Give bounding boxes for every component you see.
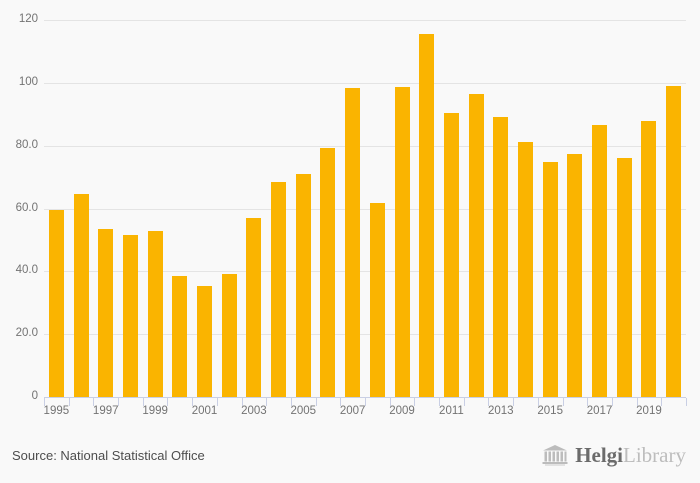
x-axis-tick xyxy=(242,398,243,406)
x-axis-tick xyxy=(513,398,514,406)
x-axis-ticks xyxy=(44,398,687,406)
x-axis-tick xyxy=(69,398,70,406)
x-axis-tick xyxy=(464,398,465,406)
bar-2016[interactable] xyxy=(567,153,582,397)
bar-2012[interactable] xyxy=(469,93,484,397)
x-axis-tick xyxy=(637,398,638,406)
source-note: Source: National Statistical Office xyxy=(12,448,205,463)
bar-1996[interactable] xyxy=(74,194,89,397)
bar-2020[interactable] xyxy=(666,85,681,397)
library-building-icon xyxy=(542,445,568,466)
x-axis-tick-label: 1997 xyxy=(92,405,119,417)
gridline xyxy=(44,334,686,336)
bar-2010[interactable] xyxy=(419,33,434,397)
bar-2011[interactable] xyxy=(444,113,459,397)
y-axis-tick-label: 0 xyxy=(31,390,38,402)
x-axis-tick xyxy=(118,398,119,406)
x-axis-tick xyxy=(414,398,415,406)
y-axis-tick-label: 60.0 xyxy=(15,201,38,214)
bar-2019[interactable] xyxy=(641,120,656,397)
x-axis-tick xyxy=(340,398,341,406)
y-axis-tick-label: 80.0 xyxy=(15,138,38,151)
x-axis-tick xyxy=(143,398,144,406)
bar-2006[interactable] xyxy=(320,148,335,397)
x-axis-tick-label: 2011 xyxy=(439,405,464,417)
bar-2002[interactable] xyxy=(222,273,237,397)
x-axis-tick xyxy=(93,398,94,406)
x-axis-tick-label: 2003 xyxy=(241,405,267,417)
bar-2000[interactable] xyxy=(172,276,187,397)
x-axis-tick-label: 2005 xyxy=(290,405,317,417)
x-axis-tick xyxy=(439,398,440,406)
gridline xyxy=(44,208,686,210)
bar-2009[interactable] xyxy=(395,86,410,397)
x-axis-tick xyxy=(217,398,218,406)
x-axis-tick xyxy=(587,398,588,406)
bar-1995[interactable] xyxy=(49,209,64,397)
bar-2003[interactable] xyxy=(246,217,261,397)
y-axis: 0 20.0 40.0 60.0 80.0 100 120 xyxy=(0,0,38,483)
x-axis-tick xyxy=(563,398,564,406)
bar-2014[interactable] xyxy=(518,141,533,397)
x-axis-tick xyxy=(266,398,267,406)
x-axis-tick-label: 1999 xyxy=(142,405,168,417)
plot-area xyxy=(44,20,686,398)
bar-2013[interactable] xyxy=(493,117,508,397)
bar-1999[interactable] xyxy=(148,230,163,397)
gridline xyxy=(44,82,686,84)
y-axis-tick-label: 20.0 xyxy=(15,327,38,340)
y-axis-tick-label: 120 xyxy=(18,13,38,25)
bar-2004[interactable] xyxy=(271,181,286,397)
chart-footer: Source: National Statistical Office Helg… xyxy=(0,428,700,483)
bar-1997[interactable] xyxy=(98,228,113,397)
gridline xyxy=(44,145,686,147)
x-axis-tick-label: 2019 xyxy=(636,405,662,417)
x-axis-line xyxy=(44,397,686,398)
x-axis-tick xyxy=(538,398,539,406)
x-axis-tick-label: 2013 xyxy=(488,405,514,417)
gridline xyxy=(44,271,686,273)
x-axis-tick xyxy=(192,398,193,406)
x-axis-tick xyxy=(488,398,489,406)
x-axis-tick-label: 2007 xyxy=(339,405,366,417)
x-axis-tick-label: 2015 xyxy=(537,405,563,417)
bar-2008[interactable] xyxy=(370,202,385,397)
bar-1998[interactable] xyxy=(123,234,138,397)
brand-name-primary: Helgi xyxy=(575,443,624,467)
bar-2001[interactable] xyxy=(197,286,212,397)
x-axis-tick xyxy=(365,398,366,406)
x-axis-tick xyxy=(686,398,687,406)
y-axis-tick-label: 100 xyxy=(18,75,38,88)
gridline xyxy=(44,20,686,21)
x-axis-tick-label: 1995 xyxy=(43,405,70,417)
bar-2018[interactable] xyxy=(617,157,632,397)
x-axis-tick xyxy=(612,398,613,406)
x-axis-tick xyxy=(390,398,391,406)
x-axis-tick xyxy=(167,398,168,406)
x-axis-tick-label: 2009 xyxy=(389,405,415,417)
x-axis-tick xyxy=(316,398,317,406)
x-axis-tick xyxy=(44,398,45,406)
brand-name-secondary: Library xyxy=(623,443,686,467)
x-axis-tick-label: 2017 xyxy=(586,405,613,417)
x-axis-tick xyxy=(661,398,662,406)
bar-2005[interactable] xyxy=(296,173,311,397)
helgi-library-logo[interactable]: HelgiLibrary xyxy=(542,444,686,466)
y-axis-tick-label: 40.0 xyxy=(15,264,38,277)
x-axis-tick-label: 2001 xyxy=(191,405,218,417)
bar-2007[interactable] xyxy=(345,87,360,397)
x-axis-labels: 1995 1997 1999 2001 2003 2005 2007 2009 2011 2013… xyxy=(44,404,686,420)
bar-2015[interactable] xyxy=(543,162,558,397)
x-axis-tick xyxy=(291,398,292,406)
bar-2017[interactable] xyxy=(592,124,607,397)
bars xyxy=(44,20,686,397)
